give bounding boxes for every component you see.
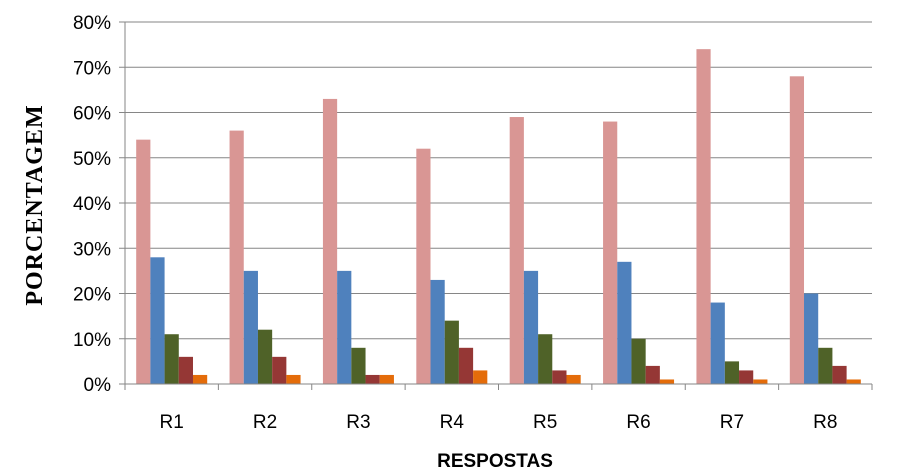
bar-R6-s2 <box>617 261 632 384</box>
bar-R6-s4 <box>645 365 660 384</box>
bar-R7-s1 <box>696 49 711 385</box>
y-axis-tick-labels: 0% 10% 20% 30% 40% 50% 60% 70% 80% <box>73 13 111 396</box>
bar-R3-s5 <box>379 374 394 384</box>
bar-R3-s4 <box>365 374 380 384</box>
bar-R1-s1 <box>136 139 151 384</box>
x-axis-label: RESPOSTAS <box>437 451 553 472</box>
y-tick-label: 40% <box>73 194 111 215</box>
bar-R7-s4 <box>739 370 754 384</box>
y-tick-label: 50% <box>73 149 111 170</box>
x-axis-tick-labels: R1 R2 R3 R4 R5 R6 R7 R8 <box>160 412 838 433</box>
bar-R5-s2 <box>523 270 539 384</box>
bar-R8-s5 <box>846 379 861 384</box>
y-tick-label: 0% <box>84 375 112 396</box>
bar-R7-s5 <box>753 379 768 384</box>
x-tick-label-R2: R2 <box>253 412 277 433</box>
y-tick-label: 20% <box>73 285 111 306</box>
x-tick-label-R7: R7 <box>720 412 744 433</box>
bar-R4-s1 <box>416 148 431 384</box>
bar-R1-s5 <box>192 374 208 384</box>
y-tick-label: 10% <box>73 330 111 351</box>
bar-R4-s2 <box>430 279 445 384</box>
bar-R5-s3 <box>538 334 553 384</box>
bar-R6-s3 <box>631 338 646 384</box>
y-tick-label: 80% <box>73 13 111 34</box>
bar-R7-s2 <box>710 302 725 384</box>
bar-R2-s4 <box>272 356 287 384</box>
bar-R3-s1 <box>322 98 338 385</box>
bar-R4-s4 <box>458 347 474 384</box>
x-tick-label-R8: R8 <box>813 412 837 433</box>
x-tick-label-R1: R1 <box>160 412 184 433</box>
bar-R5-s4 <box>552 370 567 384</box>
bar-R2-s2 <box>243 270 258 384</box>
bar-R8-s1 <box>789 76 805 385</box>
bar-R3-s2 <box>337 270 352 384</box>
y-axis-label: PORCENTAGEM <box>22 104 48 305</box>
bars <box>136 49 861 385</box>
bar-R2-s3 <box>257 329 273 384</box>
bar-R5-s5 <box>566 374 581 384</box>
y-tick-label: 70% <box>73 58 111 79</box>
bar-R1-s3 <box>164 334 179 384</box>
x-tick-label-R4: R4 <box>440 412 465 433</box>
x-tick-label-R3: R3 <box>346 412 370 433</box>
bar-R4-s3 <box>444 320 459 384</box>
axes <box>124 22 873 390</box>
y-tick-label: 30% <box>73 239 111 260</box>
bar-R5-s1 <box>509 117 524 385</box>
bar-R8-s4 <box>832 365 847 384</box>
bar-R7-s3 <box>724 361 740 384</box>
bar-R2-s5 <box>286 374 301 384</box>
bar-R2-s1 <box>229 130 244 384</box>
bar-R3-s3 <box>351 347 366 384</box>
bar-R8-s3 <box>818 347 833 384</box>
bar-R1-s2 <box>150 257 165 384</box>
x-tick-label-R5: R5 <box>533 412 557 433</box>
bar-R1-s4 <box>178 356 193 384</box>
bar-R4-s5 <box>473 370 488 384</box>
y-tick-label: 60% <box>73 104 111 125</box>
bar-R6-s5 <box>659 379 675 384</box>
bar-R6-s1 <box>603 121 618 385</box>
x-tick-label-R6: R6 <box>626 412 650 433</box>
bar-R8-s2 <box>804 293 819 384</box>
